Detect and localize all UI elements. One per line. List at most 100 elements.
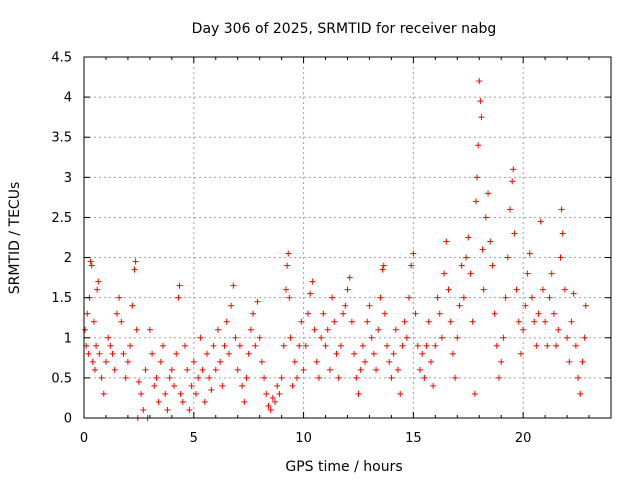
data-point bbox=[109, 350, 116, 357]
data-point bbox=[243, 374, 250, 381]
x-axis-ticks: 0 5 10 15 20 bbox=[80, 57, 590, 446]
data-point bbox=[265, 402, 272, 409]
data-point bbox=[414, 342, 421, 349]
data-point bbox=[566, 358, 573, 365]
data-point bbox=[581, 334, 588, 341]
data-point bbox=[146, 326, 153, 333]
y-tick-label: 3.5 bbox=[51, 131, 72, 146]
data-point bbox=[88, 262, 95, 269]
data-point bbox=[135, 378, 142, 385]
data-point bbox=[476, 78, 483, 85]
y-axis-ticks: 0 0.5 1 1.5 2 2.5 3 3.5 4 4.5 bbox=[51, 51, 611, 427]
data-point bbox=[320, 310, 327, 317]
data-point bbox=[570, 290, 577, 297]
data-point bbox=[219, 382, 226, 389]
data-point bbox=[504, 254, 511, 261]
y-tick-label: 0.5 bbox=[51, 371, 72, 386]
data-point bbox=[171, 382, 178, 389]
data-point bbox=[362, 358, 369, 365]
data-point bbox=[100, 390, 107, 397]
data-point bbox=[333, 350, 340, 357]
data-point bbox=[234, 366, 241, 373]
data-point bbox=[195, 374, 202, 381]
data-point bbox=[287, 334, 294, 341]
data-point bbox=[388, 374, 395, 381]
y-tick-label: 4 bbox=[64, 91, 72, 106]
data-point bbox=[87, 258, 94, 265]
data-point bbox=[506, 206, 513, 213]
data-point bbox=[197, 334, 204, 341]
data-point bbox=[480, 286, 487, 293]
data-point bbox=[203, 350, 210, 357]
data-point bbox=[342, 302, 349, 309]
data-point bbox=[344, 286, 351, 293]
data-point bbox=[116, 294, 123, 301]
data-point bbox=[164, 406, 171, 413]
data-point bbox=[309, 278, 316, 285]
data-point bbox=[192, 390, 199, 397]
data-point bbox=[379, 266, 386, 273]
data-point bbox=[515, 318, 522, 325]
data-point bbox=[432, 342, 439, 349]
data-point bbox=[155, 398, 162, 405]
y-tick-label: 4.5 bbox=[51, 51, 72, 66]
data-point bbox=[496, 374, 503, 381]
data-point bbox=[182, 342, 189, 349]
data-point bbox=[357, 366, 364, 373]
data-point bbox=[318, 334, 325, 341]
data-point bbox=[85, 350, 92, 357]
data-point bbox=[399, 342, 406, 349]
data-point bbox=[107, 342, 114, 349]
data-point bbox=[500, 334, 507, 341]
y-axis-label: SRMTID / TECUs bbox=[7, 182, 23, 295]
y-tick-label: 0 bbox=[64, 412, 72, 427]
data-point bbox=[129, 302, 136, 309]
data-point bbox=[162, 390, 169, 397]
x-tick-label: 20 bbox=[515, 431, 532, 446]
y-tick-label: 1.5 bbox=[51, 291, 72, 306]
data-point bbox=[491, 310, 498, 317]
data-point bbox=[94, 286, 101, 293]
data-point bbox=[168, 366, 175, 373]
data-point bbox=[250, 310, 257, 317]
data-point bbox=[454, 334, 461, 341]
data-point bbox=[284, 262, 291, 269]
data-point bbox=[421, 374, 428, 381]
data-point bbox=[307, 290, 314, 297]
data-point bbox=[528, 294, 535, 301]
data-point bbox=[329, 294, 336, 301]
data-point bbox=[533, 342, 540, 349]
data-point bbox=[258, 358, 265, 365]
data-point bbox=[427, 358, 434, 365]
data-point bbox=[546, 294, 553, 301]
data-point bbox=[438, 334, 445, 341]
data-point bbox=[90, 318, 97, 325]
data-point bbox=[337, 342, 344, 349]
data-point bbox=[230, 282, 237, 289]
data-point bbox=[302, 342, 309, 349]
data-point bbox=[280, 342, 287, 349]
data-point bbox=[331, 318, 338, 325]
data-point bbox=[102, 358, 109, 365]
data-point bbox=[559, 230, 566, 237]
data-point bbox=[542, 318, 549, 325]
data-point bbox=[401, 318, 408, 325]
data-point bbox=[133, 326, 140, 333]
x-tick-label: 0 bbox=[80, 431, 88, 446]
data-point bbox=[380, 262, 387, 269]
data-point bbox=[274, 382, 281, 389]
data-point bbox=[434, 294, 441, 301]
data-point bbox=[489, 262, 496, 269]
data-point bbox=[410, 250, 417, 257]
data-point bbox=[127, 342, 134, 349]
data-point bbox=[254, 298, 261, 305]
data-point bbox=[118, 318, 125, 325]
data-point bbox=[206, 374, 213, 381]
data-point bbox=[190, 358, 197, 365]
y-tick-label: 3 bbox=[64, 171, 72, 186]
data-point bbox=[564, 334, 571, 341]
data-point bbox=[272, 398, 279, 405]
data-point bbox=[214, 326, 221, 333]
data-point bbox=[105, 334, 112, 341]
data-point bbox=[370, 350, 377, 357]
